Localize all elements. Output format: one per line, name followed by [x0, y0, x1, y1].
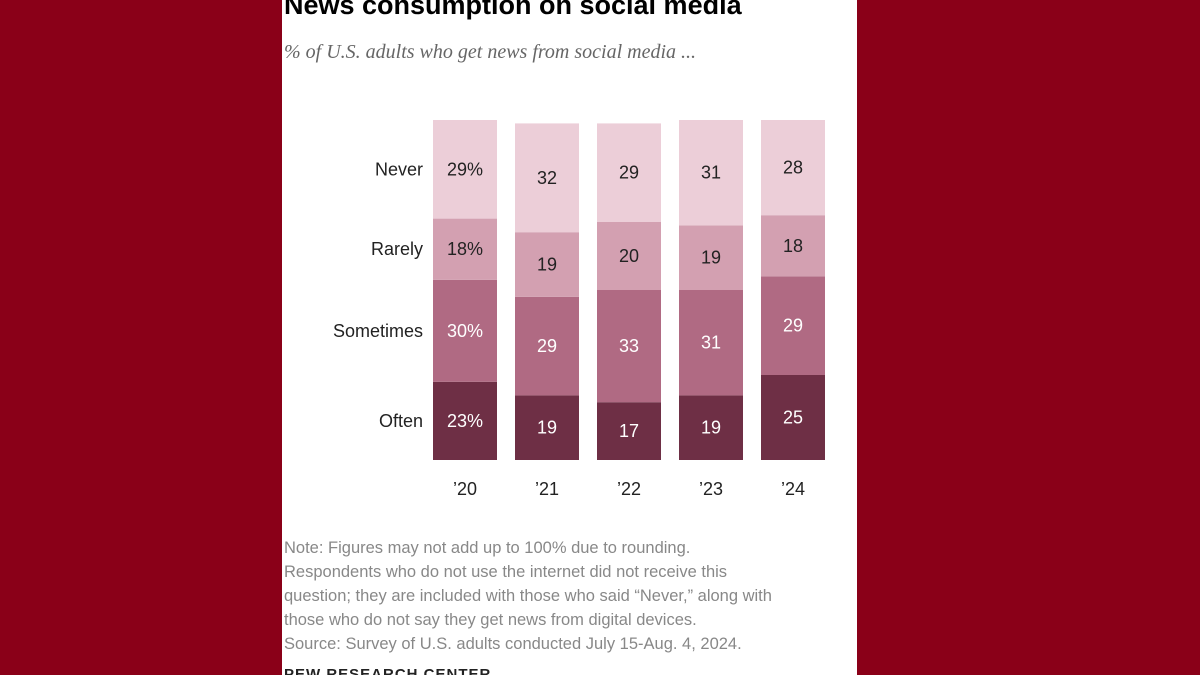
bar-segment-sometimes	[761, 276, 825, 375]
bar-segment-rarely	[679, 225, 743, 290]
note-line: those who do not say they get news from …	[284, 611, 697, 629]
note-line: question; they are included with those w…	[284, 587, 772, 605]
note-line: Note: Figures may not add up to 100% due…	[284, 539, 691, 557]
bar-segment-rarely	[597, 222, 661, 290]
note-line: Respondents who do not use the internet …	[284, 563, 728, 581]
x-tick-label: ’20	[453, 479, 477, 499]
data-label: 17	[619, 421, 639, 441]
data-label: 19	[701, 418, 721, 438]
bar-segment-sometimes	[433, 279, 497, 382]
data-label: 29	[619, 163, 639, 183]
bar-segment-never	[679, 120, 743, 226]
x-tick-label: ’22	[617, 479, 641, 499]
bar-segment-often	[515, 395, 579, 460]
bar-segment-never	[761, 120, 825, 216]
data-label: 29%	[447, 159, 483, 179]
chart-card: News consumption on social media % of U.…	[282, 0, 857, 675]
bar-segment-often	[433, 381, 497, 460]
x-tick-label: ’23	[699, 479, 723, 499]
data-label: 32	[537, 168, 557, 188]
bar-segment-rarely	[761, 215, 825, 277]
data-label: 25	[783, 408, 803, 428]
bar-segment-never	[515, 123, 579, 233]
bar-segment-often	[761, 375, 825, 460]
data-label: 28	[783, 158, 803, 178]
chart-title: News consumption on social media	[284, 0, 742, 20]
bar-segment-never	[597, 123, 661, 222]
data-label: 31	[701, 163, 721, 183]
bar-segment-rarely	[515, 232, 579, 297]
data-label: 19	[537, 418, 557, 438]
series-label-often: Often	[379, 411, 423, 431]
data-label: 18%	[447, 239, 483, 259]
bar-segment-sometimes	[515, 296, 579, 396]
x-tick-label: ’24	[781, 479, 805, 499]
series-label-never: Never	[375, 159, 423, 179]
data-label: 29	[783, 316, 803, 336]
bar-segment-sometimes	[679, 290, 743, 396]
data-label: 19	[537, 255, 557, 275]
bar-segment-rarely	[433, 218, 497, 280]
data-label: 31	[701, 333, 721, 353]
data-label: 20	[619, 246, 639, 266]
series-label-sometimes: Sometimes	[333, 321, 423, 341]
chart-subtitle: % of U.S. adults who get news from socia…	[284, 41, 697, 63]
data-label: 23%	[447, 411, 483, 431]
data-label: 19	[701, 248, 721, 268]
x-tick-label: ’21	[535, 479, 559, 499]
bar-segment-often	[597, 402, 661, 460]
chart-note: Note: Figures may not add up to 100% due…	[284, 536, 854, 656]
bar-segment-never	[433, 120, 497, 219]
source-line: Source: Survey of U.S. adults conducted …	[284, 635, 742, 653]
data-label: 29	[537, 336, 557, 356]
data-label: 33	[619, 336, 639, 356]
data-label: 18	[783, 236, 803, 256]
bar-segment-often	[679, 395, 743, 460]
bar-segment-sometimes	[597, 290, 661, 403]
stacked-bar-chart: 23% Often 30% Sometimes 18% Rarely 29% Never ’20…	[333, 120, 825, 499]
data-label: 30%	[447, 321, 483, 341]
org-credit: PEW RESEARCH CENTER	[284, 666, 492, 675]
series-label-rarely: Rarely	[371, 239, 423, 259]
